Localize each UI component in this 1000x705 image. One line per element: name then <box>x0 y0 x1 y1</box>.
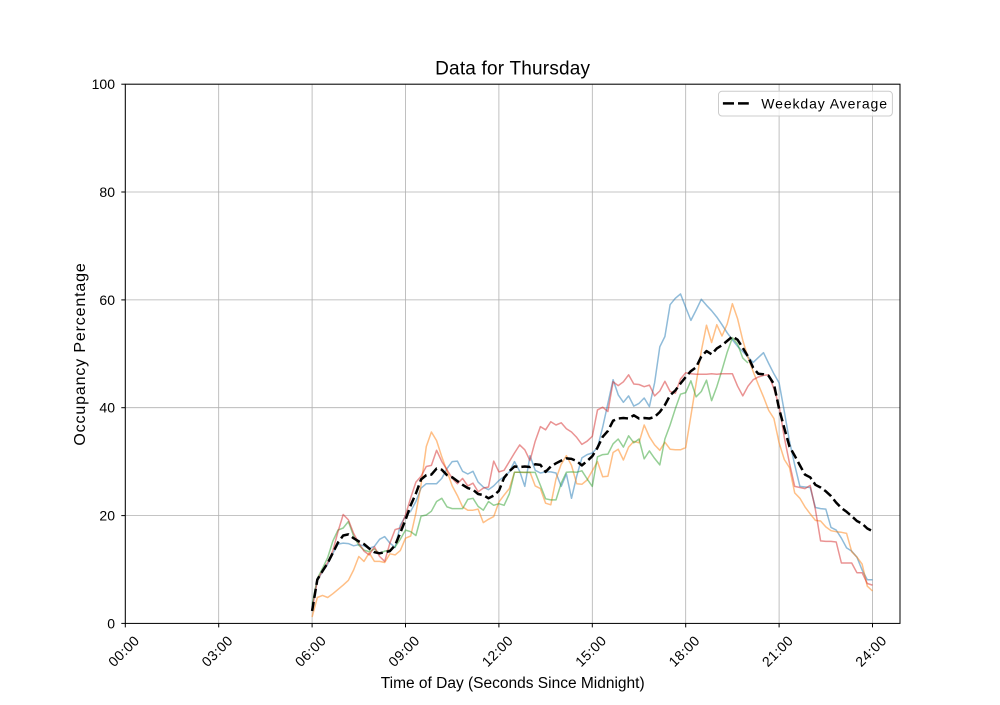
svg-text:40: 40 <box>99 400 115 416</box>
svg-text:20: 20 <box>99 508 115 524</box>
svg-text:Data for Thursday: Data for Thursday <box>435 59 590 80</box>
svg-text:100: 100 <box>92 76 116 92</box>
svg-text:60: 60 <box>99 292 115 308</box>
svg-text:Weekday Average: Weekday Average <box>761 95 888 111</box>
svg-text:Occupancy Percentage: Occupancy Percentage <box>72 262 89 445</box>
svg-text:80: 80 <box>99 184 115 200</box>
svg-text:Time of Day (Seconds Since Mid: Time of Day (Seconds Since Midnight) <box>381 675 645 692</box>
svg-text:0: 0 <box>107 615 115 631</box>
